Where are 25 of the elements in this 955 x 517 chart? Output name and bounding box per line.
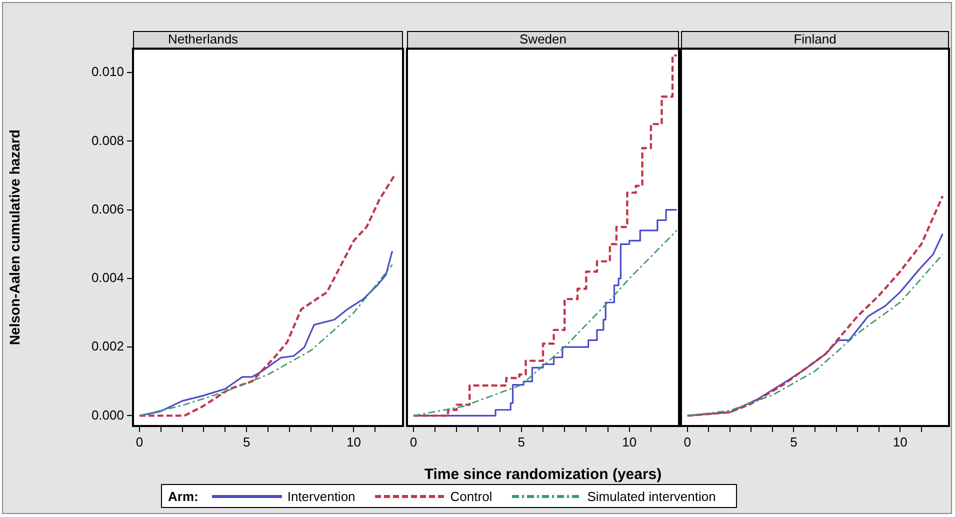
x-tick-label: 0 — [136, 434, 144, 450]
legend-label: Intervention — [287, 488, 356, 504]
x-tick-label: 0 — [410, 434, 418, 450]
line-series — [138, 174, 396, 417]
x-tick-label: 10 — [346, 434, 361, 450]
y-tick-label: 0.010 — [91, 64, 124, 80]
legend-title: Arm: — [168, 488, 198, 504]
x-tick-label: 5 — [790, 434, 798, 450]
chart-title: Netherlands — [168, 31, 239, 46]
y-tick-label: 0.006 — [91, 201, 124, 216]
legend-label: Control — [450, 488, 492, 504]
y-tick-label: 0.000 — [91, 407, 124, 422]
y-tick-label: 0.008 — [91, 132, 124, 148]
x-tick-label: 5 — [242, 434, 250, 450]
x-tick-label: 10 — [622, 434, 637, 450]
x-tick-label: 5 — [518, 434, 526, 450]
chart-title: Sweden — [520, 31, 566, 46]
x-axis-title: Time since randomization (years) — [424, 466, 662, 484]
legend-label: Simulated intervention — [587, 488, 716, 504]
y-axis-title: Nelson-Aalen cumulative hazard — [6, 130, 22, 346]
x-tick-label: 10 — [892, 434, 908, 450]
y-tick-label: 0.004 — [91, 270, 124, 286]
y-tick-label: 0.002 — [91, 338, 124, 354]
chart-title: Finland — [794, 31, 836, 46]
x-tick-label: 0 — [684, 434, 691, 450]
